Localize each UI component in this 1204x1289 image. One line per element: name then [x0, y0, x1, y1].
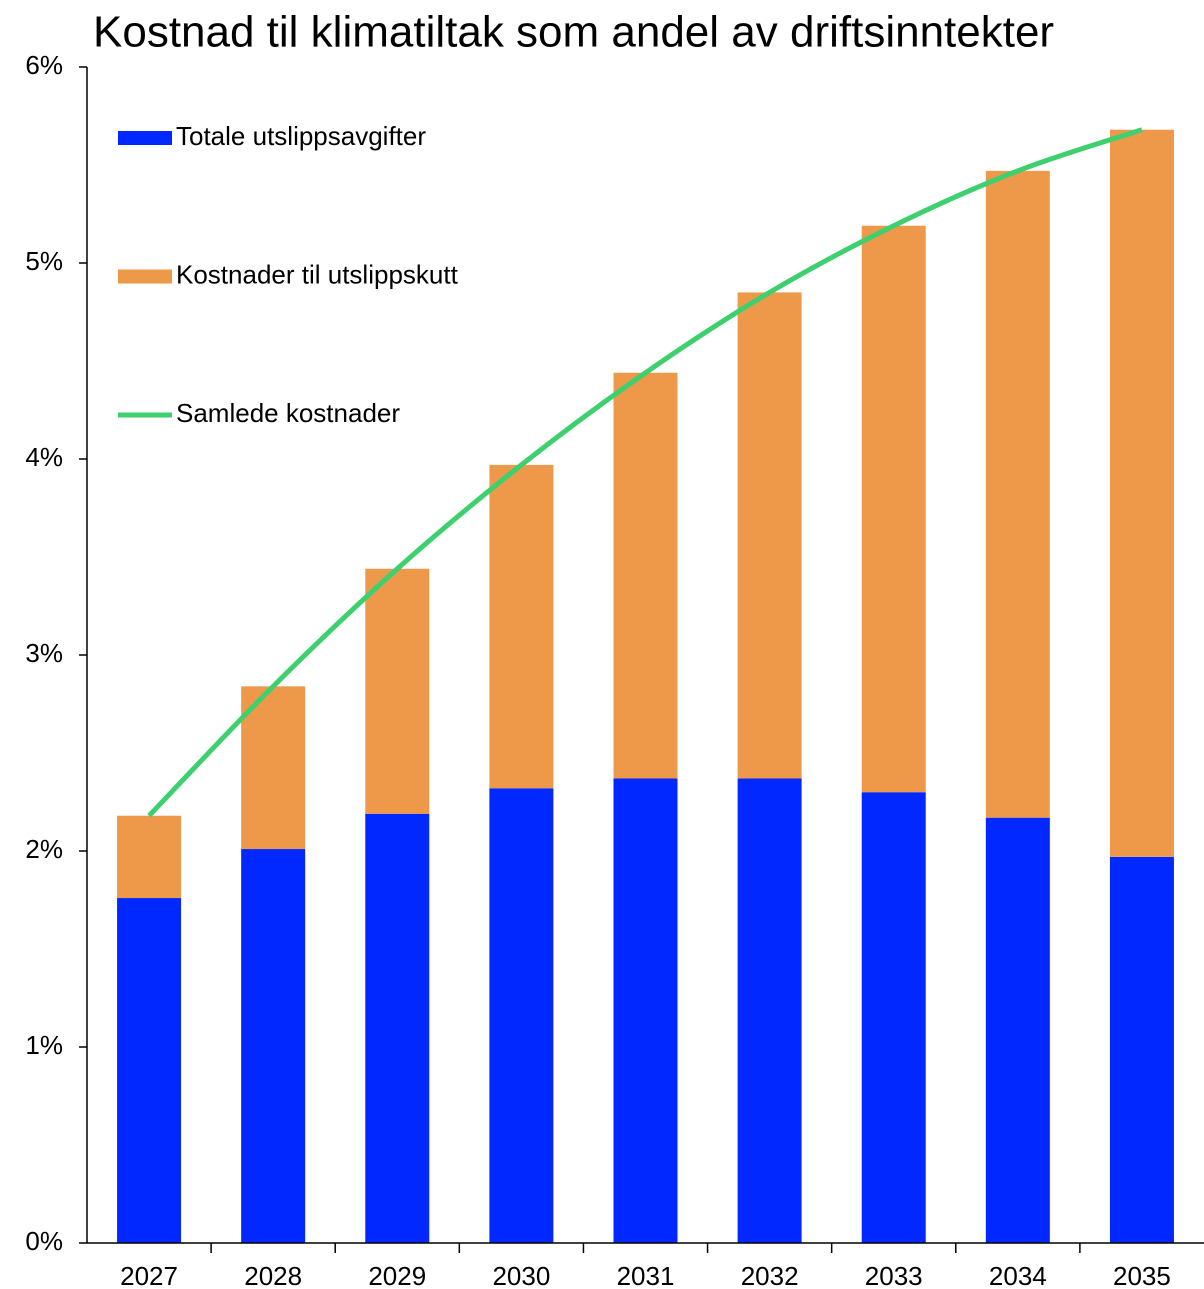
y-tick-label: 0% [25, 1226, 63, 1256]
bar-segment [489, 464, 554, 789]
x-tick-label: 2030 [492, 1261, 550, 1289]
x-tick-label: 2028 [244, 1261, 302, 1289]
y-tick-label: 1% [25, 1030, 63, 1060]
bar-segment [985, 170, 1050, 818]
y-tick-label: 2% [25, 834, 63, 864]
x-tick-label: 2034 [989, 1261, 1047, 1289]
legend-swatch [118, 269, 172, 284]
x-tick-label: 2027 [120, 1261, 178, 1289]
chart-title: Kostnad til klimatiltak som andel av dri… [93, 8, 1054, 57]
y-tick-label: 4% [25, 442, 63, 472]
bar-segment [613, 778, 678, 1243]
bar-segment [365, 813, 430, 1243]
bar-segment [365, 568, 430, 814]
y-tick-label: 6% [25, 50, 63, 80]
bar-segment [1109, 129, 1174, 857]
bar-segment [985, 817, 1050, 1243]
bar-segment [117, 898, 182, 1243]
line [147, 127, 1143, 818]
legend-label: Totale utslippsavgifter [176, 121, 426, 151]
legend-label: Samlede kostnader [176, 398, 400, 428]
x-tick-label: 2031 [617, 1261, 675, 1289]
bar-segment [241, 849, 306, 1243]
bar-segment [489, 788, 554, 1243]
bar-segment [117, 815, 182, 899]
bar-segment [861, 225, 926, 793]
bar-segment [241, 686, 306, 850]
bar-segment [861, 792, 926, 1243]
bar-segment [737, 778, 802, 1243]
legend-label: Kostnader til utslippskutt [176, 259, 459, 289]
x-tick-label: 2035 [1113, 1261, 1171, 1289]
bar-segment [1109, 856, 1174, 1243]
x-tick-label: 2033 [865, 1261, 923, 1289]
x-tick-label: 2032 [741, 1261, 799, 1289]
y-tick-label: 5% [25, 246, 63, 276]
y-tick-label: 3% [25, 638, 63, 668]
x-tick-label: 2029 [368, 1261, 426, 1289]
bar-segment [613, 372, 678, 779]
legend-swatch [118, 131, 172, 145]
bar-segment [737, 292, 802, 779]
